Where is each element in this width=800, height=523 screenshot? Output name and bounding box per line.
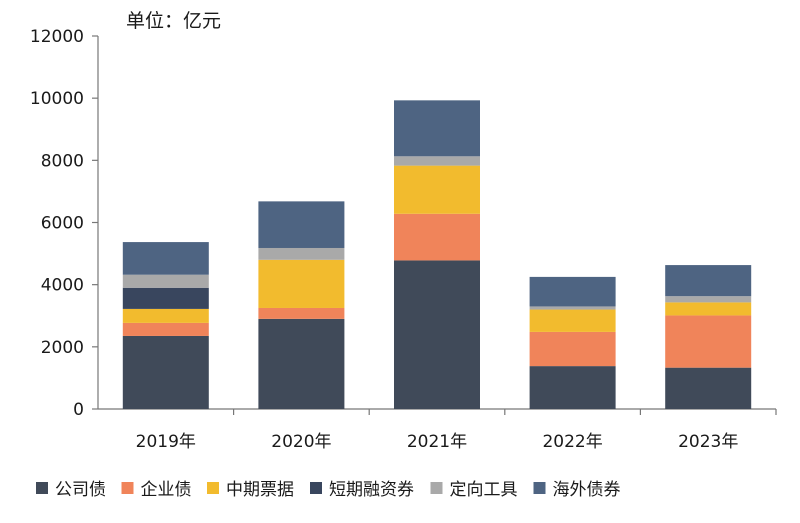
legend-swatch: [430, 482, 443, 494]
legend-label: 企业债: [141, 480, 192, 500]
y-tick-label: 2000: [41, 338, 84, 358]
x-tick-label: 2022年: [542, 432, 602, 452]
bar-segment: [394, 213, 480, 261]
bar-segment: [122, 308, 209, 323]
bar-segment: [394, 100, 480, 157]
bar-segment: [529, 331, 616, 367]
bar-segment: [529, 306, 616, 310]
legend-swatch: [207, 482, 219, 494]
x-tick-label: 2020年: [271, 432, 331, 452]
plot-area: 0 2000 4000 6000 8000 10000 12000 2019年 2020年 202…: [30, 27, 777, 452]
y-tick-label: 4000: [41, 276, 84, 296]
legend-label: 海外债券: [553, 480, 621, 500]
bar-segment: [122, 242, 209, 275]
legend: 公司债 企业债 中期票据 短期融资券 定向工具 海外债券: [36, 480, 621, 500]
bar-segment: [665, 296, 752, 303]
legend-swatch: [310, 482, 322, 494]
bar-segment: [529, 309, 616, 332]
bar-segment: [122, 322, 209, 336]
legend-swatch: [121, 482, 134, 494]
legend-label: 公司债: [55, 480, 106, 500]
bar-segment: [394, 260, 480, 409]
bar-segment: [122, 287, 209, 309]
x-tick-label: 2021年: [407, 432, 467, 452]
bar-segment: [258, 318, 345, 409]
bar-segment: [529, 366, 616, 409]
unit-label: 单位：亿元: [126, 10, 221, 32]
bar-segment: [122, 335, 209, 409]
bar-segment: [394, 156, 480, 166]
bar-segment: [665, 265, 752, 297]
y-tick-label: 8000: [41, 151, 84, 171]
bar-segment: [665, 315, 752, 368]
bar-segment: [665, 367, 752, 409]
legend-swatch: [533, 482, 546, 494]
bar-segment: [394, 165, 480, 214]
bar-segment: [122, 274, 209, 288]
x-tick-label: 2019年: [136, 432, 196, 452]
y-tick-label: 0: [73, 400, 84, 420]
bar-segment: [529, 276, 616, 307]
bar-segment: [258, 307, 345, 319]
x-tick-label: 2023年: [678, 432, 738, 452]
bar-segment: [258, 259, 345, 308]
bar-segment: [258, 201, 345, 248]
y-tick-label: 12000: [30, 27, 84, 47]
bar-segment: [258, 247, 345, 260]
legend-label: 短期融资券: [329, 480, 414, 500]
legend-label: 中期票据: [226, 480, 294, 500]
legend-swatch: [36, 482, 48, 494]
y-tick-label: 6000: [41, 214, 84, 234]
y-tick-label: 10000: [30, 89, 84, 109]
legend-label: 定向工具: [450, 480, 518, 500]
bar-segment: [665, 302, 752, 316]
